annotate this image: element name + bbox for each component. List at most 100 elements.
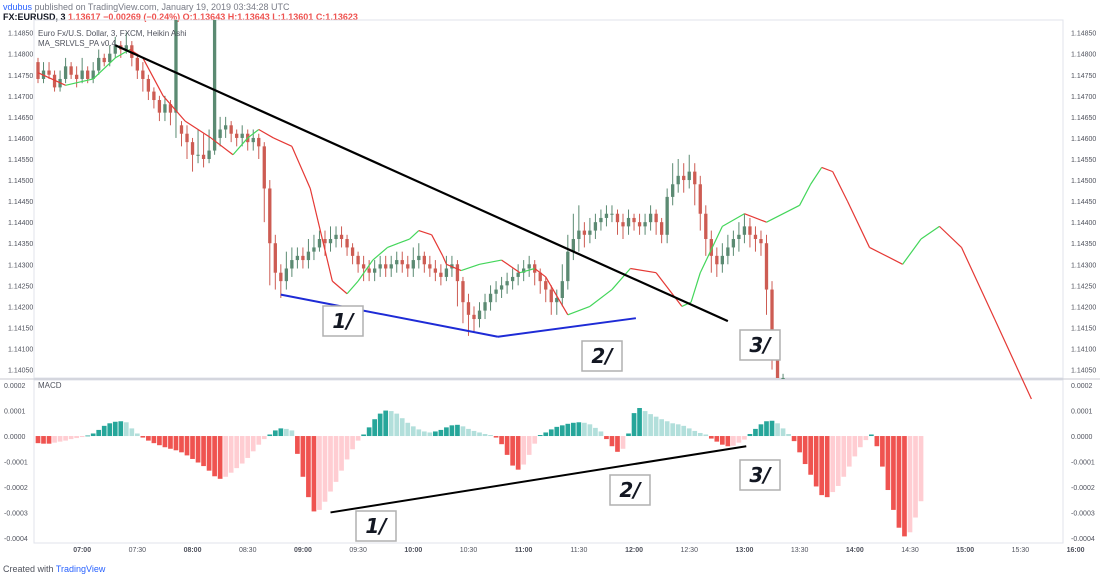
candle-body (577, 230, 581, 240)
time-tick: 15:00 (956, 547, 974, 554)
price-tick-right: 1.14400 (1071, 220, 1096, 227)
macd-bar (63, 436, 68, 441)
candle-body (671, 184, 675, 197)
macd-bar (769, 420, 775, 437)
last-price: 1.13617 (68, 12, 101, 22)
macd-bar (758, 424, 764, 437)
macd-bar (168, 436, 173, 449)
candle-body (693, 171, 697, 185)
macd-bar (190, 436, 195, 459)
macd-bar (394, 413, 400, 437)
macd-bar (846, 436, 852, 467)
ma-line-segment (92, 57, 116, 80)
candle-body (544, 281, 548, 290)
ma-line-segment (655, 272, 683, 307)
macd-bar (146, 436, 151, 441)
ma-line-segment (690, 272, 701, 303)
macd-bar (438, 429, 444, 437)
candle-body (527, 264, 531, 269)
macd-pane-frame (33, 379, 1064, 544)
candle-body (422, 255, 426, 265)
ma-line-segment (869, 246, 903, 265)
macd-bar (179, 436, 184, 453)
macd-bar (587, 424, 593, 437)
candle-body (726, 247, 730, 256)
price-tick-right: 1.14250 (1071, 283, 1096, 290)
macd-bar (405, 422, 411, 437)
price-tick-left: 1.14600 (8, 136, 33, 143)
candle-body (494, 289, 498, 294)
candle-body (339, 234, 344, 240)
macd-bar (559, 425, 565, 437)
downtrend-line (114, 44, 729, 323)
candle-body (704, 213, 708, 240)
candle-body (604, 213, 609, 218)
candle-body (36, 62, 40, 79)
candle-body (599, 217, 603, 223)
candle-body (168, 104, 173, 113)
annotation-box (739, 459, 781, 491)
candle-body (157, 100, 162, 113)
candle-body (483, 302, 487, 311)
ma-line-segment (446, 263, 462, 272)
ma-line-segment (920, 225, 940, 240)
annotation-label: 3/ (749, 333, 772, 357)
time-tick: 08:30 (239, 547, 257, 554)
price-tick-right: 1.14850 (1071, 31, 1096, 38)
macd-bar (609, 436, 615, 447)
candle-body (466, 302, 471, 315)
time-tick: 07:30 (129, 547, 147, 554)
annotation-box (609, 474, 651, 506)
ma-line-segment (162, 95, 186, 122)
macd-bar (885, 436, 891, 491)
macd-tick-left: 0.0002 (4, 383, 26, 390)
candle-body (615, 213, 620, 223)
macd-bar (570, 422, 576, 437)
author-name[interactable]: vdubus (3, 2, 33, 12)
macd-tick-left: -0.0003 (4, 510, 28, 517)
price-tick-right: 1.14200 (1071, 304, 1096, 311)
macd-bar (455, 424, 460, 437)
ma-line-segment (258, 128, 274, 139)
candle-body (251, 137, 255, 143)
price-tick-left: 1.14850 (8, 31, 33, 38)
time-tick: 09:30 (349, 547, 367, 554)
macd-bar (427, 432, 433, 437)
ma-line-segment (398, 238, 410, 244)
candle-body (356, 255, 360, 265)
candle-body (395, 260, 399, 265)
time-tick: 11:30 (570, 547, 587, 554)
support-line-a (280, 293, 499, 338)
macd-bar (582, 422, 587, 437)
ma-line-segment (832, 171, 848, 202)
price-tick-left: 1.14350 (8, 241, 33, 248)
annotation-label: 1/ (332, 309, 355, 333)
macd-bar (223, 436, 228, 477)
candle-body (345, 239, 349, 248)
macd-bar (339, 436, 344, 471)
macd-bar (626, 433, 631, 437)
candle-body (759, 239, 763, 244)
macd-bar (747, 433, 753, 437)
macd-bar (504, 436, 510, 455)
footer-brand[interactable]: TradingView (55, 564, 106, 574)
macd-bar (708, 436, 714, 439)
macd-bar (819, 436, 825, 496)
indicator-title: MA_SRLVLS_PA v0.4 (38, 39, 116, 48)
macd-bar (548, 429, 554, 437)
candle-body (698, 184, 702, 214)
candle-body (174, 20, 178, 113)
candle-body (731, 239, 736, 248)
ma-line-segment (409, 230, 420, 240)
macd-tick-left: 0.0001 (4, 409, 26, 416)
macd-bar (802, 436, 808, 465)
candle-body (102, 57, 106, 63)
macd-bar (675, 424, 681, 437)
annotation-label: 2/ (591, 344, 614, 368)
macd-bar (907, 436, 913, 533)
macd-bar (245, 436, 251, 458)
price-tick-left: 1.14200 (8, 304, 33, 311)
ma-line-segment (534, 268, 547, 278)
macd-bar (565, 423, 571, 437)
